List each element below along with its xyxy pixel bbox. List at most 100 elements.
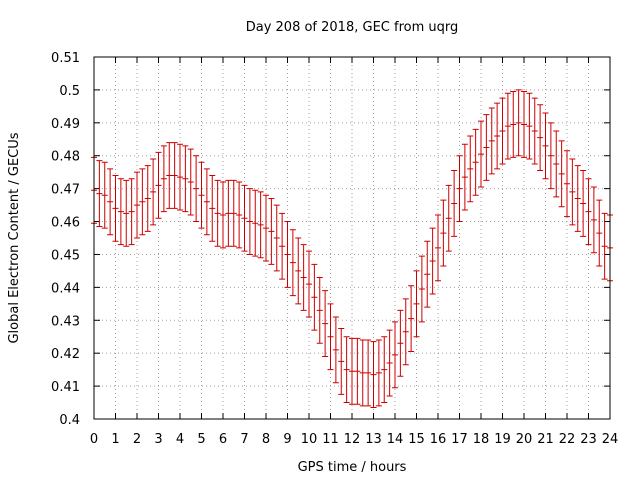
x-tick-label: 11 (322, 432, 339, 447)
error-bar-point (316, 276, 323, 344)
y-tick-label: 0.47 (51, 183, 80, 198)
error-bar-point (289, 229, 296, 297)
error-bar-point (402, 298, 409, 366)
error-bar-point (322, 290, 329, 357)
x-tick-label: 14 (387, 432, 404, 447)
x-tick-label: 8 (262, 432, 270, 447)
x-tick-label: 3 (154, 432, 162, 447)
x-tick-label: 6 (219, 432, 227, 447)
error-bar-point (225, 179, 232, 247)
error-bar-point (101, 161, 108, 229)
plot-frame (93, 56, 611, 420)
error-bar-point (569, 158, 576, 226)
error-bar-point (300, 244, 307, 311)
error-bar-point (284, 221, 291, 288)
error-bars (91, 89, 613, 408)
error-bar-point (117, 178, 124, 246)
error-bar-point (128, 178, 135, 246)
x-tick-label: 13 (365, 432, 382, 447)
x-tick-label: 18 (473, 432, 490, 447)
error-bar-point (521, 91, 527, 158)
error-bar-point (478, 120, 484, 188)
x-tick-label: 12 (344, 432, 361, 447)
error-bar-point (257, 191, 264, 259)
y-tick-label: 0.48 (51, 150, 80, 165)
error-bar-point (198, 161, 205, 229)
error-bar-point (123, 179, 130, 247)
error-bar-point (241, 184, 248, 252)
y-tick-label: 0.4 (59, 413, 80, 428)
error-bar-point (209, 174, 216, 242)
x-tick-label: 9 (283, 432, 291, 447)
error-bar-point (408, 285, 415, 353)
ticks (93, 56, 611, 420)
error-bar-point (214, 179, 221, 247)
error-bar-point (187, 148, 194, 216)
x-tick-label: 19 (494, 432, 511, 447)
error-bar-point (150, 158, 157, 226)
x-tick-label: 1 (111, 432, 119, 447)
error-bar-point (429, 227, 436, 295)
error-bar-point (413, 270, 420, 338)
error-bar-point (537, 104, 544, 172)
x-tick-label: 5 (197, 432, 205, 447)
error-bar-point (461, 143, 468, 211)
error-bar-point (230, 179, 237, 247)
error-bar-point (381, 336, 388, 404)
error-bar-point (306, 250, 312, 318)
error-bar-point (295, 237, 302, 305)
error-bar-point (182, 145, 189, 213)
y-tick-label: 0.41 (51, 380, 80, 395)
x-tick-label: 0 (90, 432, 98, 447)
error-bar-point (155, 151, 162, 219)
error-bar-point (553, 130, 560, 198)
x-tick-label: 4 (176, 432, 184, 447)
error-bar-point (526, 92, 533, 160)
error-bar-point (236, 181, 243, 249)
chart-title: Day 208 of 2018, GEC from uqrg (246, 20, 459, 35)
x-tick-label: 24 (602, 432, 619, 447)
error-bar-point (456, 155, 463, 223)
y-tick-label: 0.45 (51, 248, 80, 263)
x-tick-labels: 0 1 2 3 4 5 6 7 8 9 10 11 12 13 14 15 16 17 18 19 20 21 22 23 24 (90, 432, 618, 447)
error-bar-point (96, 160, 103, 227)
error-bar-point (590, 186, 597, 254)
error-bar-point (112, 174, 119, 242)
error-bar-point (354, 337, 361, 405)
error-bar-point (349, 337, 355, 405)
error-bar-point (585, 178, 592, 246)
x-tick-label: 16 (430, 432, 447, 447)
x-tick-label: 2 (133, 432, 141, 447)
error-bar-point (580, 170, 587, 237)
error-bar-point (542, 112, 549, 180)
error-bar-point (418, 255, 425, 323)
error-bar-point (547, 122, 554, 190)
y-tick-label: 0.42 (51, 347, 80, 362)
error-bar-point (139, 168, 146, 236)
error-bar-point (134, 171, 140, 239)
y-tick-label: 0.44 (51, 281, 80, 296)
error-bar-point (467, 135, 474, 203)
error-bar-point (515, 89, 522, 157)
x-tick-label: 17 (451, 432, 468, 447)
x-axis-label: GPS time / hours (298, 460, 407, 475)
error-bar-point (263, 194, 269, 262)
x-tick-label: 23 (580, 432, 597, 447)
error-bar-point (392, 321, 398, 389)
y-tick-label: 0.5 (59, 84, 80, 99)
error-bar-point (531, 97, 538, 165)
x-tick-label: 22 (559, 432, 576, 447)
error-bar-point (177, 143, 183, 211)
error-bar-point (107, 168, 114, 236)
error-bar-point (445, 184, 452, 252)
error-bar-point (504, 92, 511, 160)
error-bar-point (435, 214, 441, 282)
error-bar-point (499, 97, 506, 165)
error-bar-point (203, 168, 210, 236)
error-bar-point (440, 199, 447, 267)
error-bar-point (144, 165, 151, 232)
error-bar-point (564, 150, 570, 218)
error-bar-point (279, 212, 286, 280)
error-bar-point (488, 107, 495, 175)
error-bar-point (311, 263, 318, 331)
